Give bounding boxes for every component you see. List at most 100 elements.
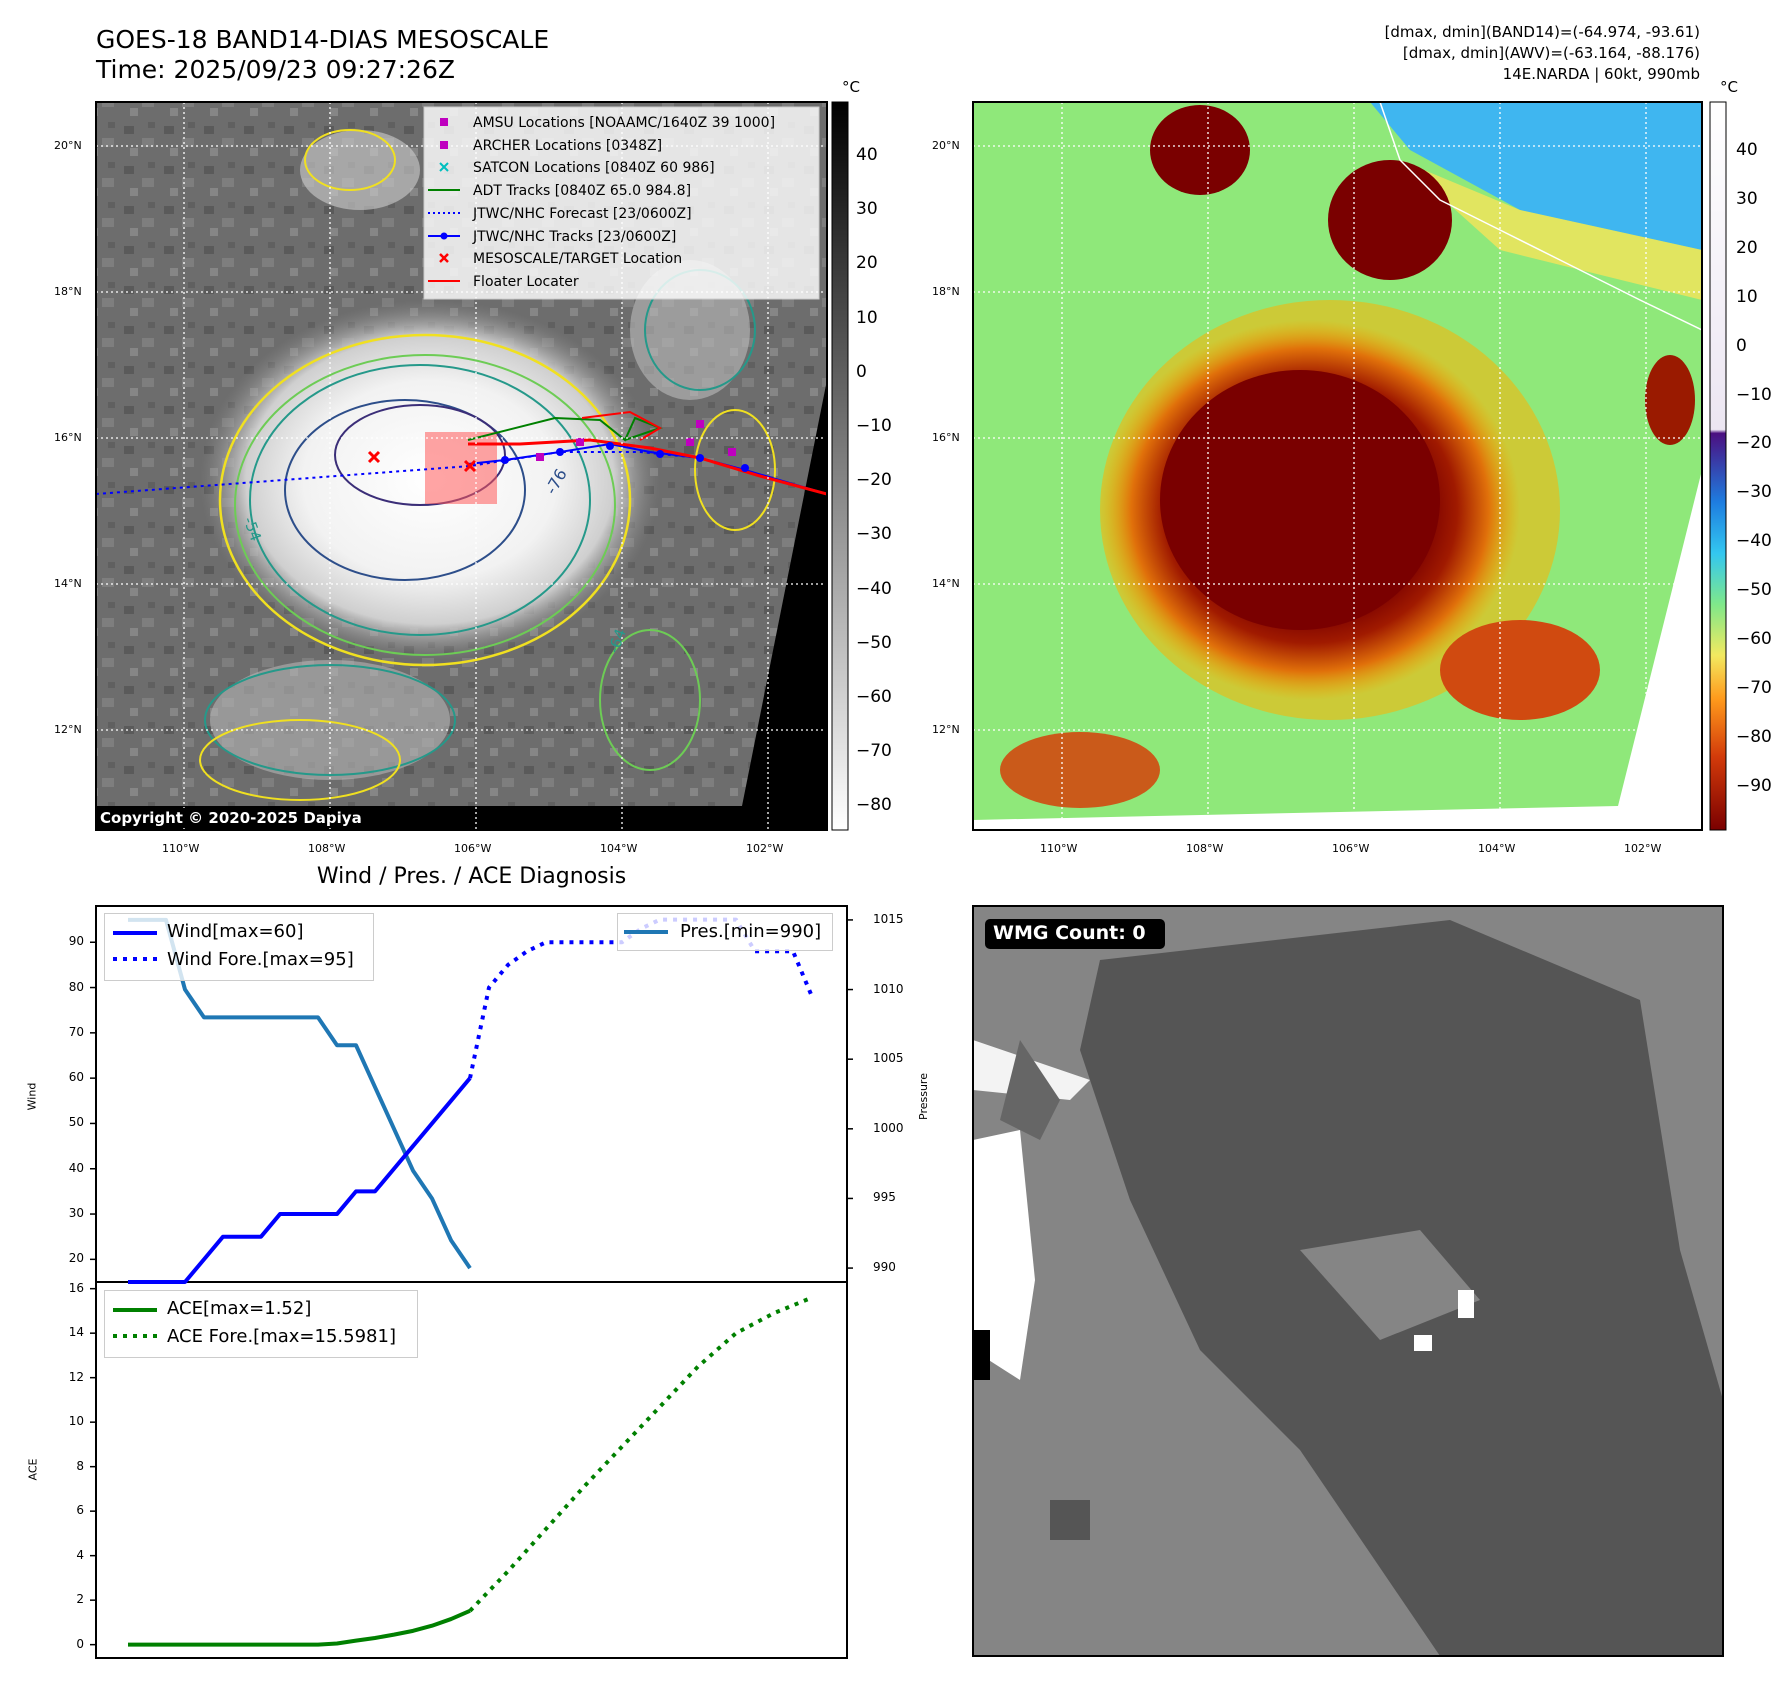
lon-label: 108°W <box>1186 842 1224 855</box>
awv-colorbar <box>1709 101 1727 831</box>
ace-forecast-line <box>468 1295 813 1613</box>
legend-forecast: JTWC/NHC Forecast [23/0600Z] <box>473 205 692 222</box>
lon-label: 108°W <box>308 842 346 855</box>
colorbar-tick-label: −90 <box>1736 775 1772 796</box>
colorbar-tick-label: −70 <box>856 741 892 762</box>
axis-tick-label: 8 <box>76 1458 84 1473</box>
ace-legend-swatches <box>113 1308 157 1338</box>
axis-tick-label: 10 <box>68 1414 84 1429</box>
axis-tick-label: 12 <box>68 1369 84 1384</box>
colorbar-tick-label: −80 <box>1736 726 1772 747</box>
axis-tick-label: 990 <box>873 1260 896 1275</box>
colorbar-tick-label: 0 <box>856 361 867 382</box>
axis-tick-label: 16 <box>68 1280 84 1295</box>
lat-label: 14°N <box>54 577 82 590</box>
axis-tick-label: 30 <box>68 1206 84 1221</box>
legend-tracks: JTWC/NHC Tracks [23/0600Z] <box>473 228 677 245</box>
colorbar-tick-label: −20 <box>1736 433 1772 454</box>
colorbar-tick-label: −30 <box>1736 482 1772 503</box>
colorbar-tick-label: 30 <box>856 199 878 220</box>
awv-map <box>973 102 1702 830</box>
axis-tick-label: 40 <box>68 1160 84 1175</box>
colorbar-tick-label: 40 <box>1736 140 1758 160</box>
info-band14: [dmax, dmin](BAND14)=(-64.974, -93.61) <box>1384 23 1700 41</box>
axis-tick-label: 6 <box>76 1503 84 1518</box>
colorbar-unit: °C <box>842 78 860 96</box>
lat-label: 20°N <box>54 139 82 152</box>
lon-label: 104°W <box>600 842 638 855</box>
legend-archer: ARCHER Locations [0348Z] <box>473 137 663 154</box>
figure-title: GOES-18 BAND14-DIAS MESOSCALE <box>96 25 550 54</box>
pressure-line <box>128 917 472 1270</box>
lon-label: 110°W <box>162 842 200 855</box>
info-storm: 14E.NARDA | 60kt, 990mb <box>1502 65 1700 83</box>
lat-label: 14°N <box>932 577 960 590</box>
wind-legend: Wind[max=60] Wind Fore.[max=95] <box>104 913 374 981</box>
lat-label: 16°N <box>54 431 82 444</box>
axis-tick-label: 20 <box>68 1251 84 1266</box>
axis-tick-label: 14 <box>68 1325 84 1340</box>
colorbar-unit: °C <box>1720 78 1738 96</box>
wmg-count-badge: WMG Count: 0 <box>993 922 1146 944</box>
axis-tick-label: 4 <box>76 1547 84 1562</box>
legend-wind: Wind[max=60] <box>167 921 304 942</box>
copyright-badge: Copyright © 2020-2025 Dapiya <box>95 808 367 828</box>
figure-time: Time: 2025/09/23 09:27:26Z <box>96 55 455 84</box>
map-legend-box <box>423 106 820 300</box>
wind-axis-label: Wind <box>25 1082 39 1111</box>
legend-wind-fore: Wind Fore.[max=95] <box>167 949 354 970</box>
legend-satcon: SATCON Locations [0840Z 60 986] <box>473 160 715 177</box>
lon-label: 102°W <box>746 842 784 855</box>
axis-tick-label: 1005 <box>873 1051 904 1066</box>
lon-label: 110°W <box>1040 842 1078 855</box>
ace-axes <box>95 1281 848 1659</box>
colorbar-tick-label: 20 <box>856 253 878 274</box>
lat-label: 12°N <box>54 723 82 736</box>
legend-amsu: AMSU Locations [NOAAMC/1640Z 39 1000] <box>473 115 776 131</box>
colorbar-tick-label: −60 <box>856 687 892 707</box>
colorbar-tick-label: −80 <box>856 795 892 816</box>
map-legend: AMSU Locations [NOAAMC/1640Z 39 1000] AR… <box>473 112 775 294</box>
colorbar-tick-label: −10 <box>856 416 892 436</box>
axis-tick-label: 1010 <box>873 981 904 996</box>
colorbar-tick-label: 30 <box>1736 188 1758 209</box>
legend-markers <box>428 118 460 282</box>
axis-tick-label: 995 <box>873 1190 896 1205</box>
pressure-legend: Pres.[min=990] <box>617 913 833 951</box>
axis-tick-label: 0 <box>76 1636 84 1651</box>
colorbar-tick-label: −70 <box>1736 677 1772 698</box>
lat-label: 18°N <box>932 285 960 298</box>
lon-label: 106°W <box>454 842 492 855</box>
wmg-panel <box>973 906 1723 1656</box>
axis-tick-label: 2 <box>76 1592 84 1607</box>
axis-tick-label: 1015 <box>873 911 904 926</box>
colorbar-tick-label: −50 <box>1736 580 1772 601</box>
colorbar-tick-label: 0 <box>1736 335 1747 356</box>
lat-label: 20°N <box>932 139 960 152</box>
ace-axis-label: ACE <box>26 1458 40 1481</box>
pressure-legend-swatch <box>624 930 668 934</box>
legend-floater: Floater Locater <box>473 273 579 290</box>
ace-legend: ACE[max=1.52] ACE Fore.[max=15.5981] <box>104 1290 418 1358</box>
colorbar-tick-label: 20 <box>1736 237 1758 258</box>
axis-tick-label: 80 <box>68 979 84 994</box>
legend-target: MESOSCALE/TARGET Location <box>473 251 683 268</box>
colorbar-tick-label: 40 <box>856 145 878 165</box>
wind-line <box>128 1076 472 1284</box>
info-awv: [dmax, dmin](AWV)=(-63.164, -88.176) <box>1402 44 1700 62</box>
ir-colorbar <box>831 101 849 831</box>
pressure-axis-label: Pressure <box>916 1073 930 1120</box>
axis-tick-label: 50 <box>68 1115 84 1130</box>
lon-label: 104°W <box>1478 842 1516 855</box>
legend-ace-fore: ACE Fore.[max=15.5981] <box>167 1326 396 1347</box>
axis-tick-label: 60 <box>68 1070 84 1085</box>
lat-label: 18°N <box>54 285 82 298</box>
legend-ace: ACE[max=1.52] <box>167 1298 312 1319</box>
colorbar-tick-label: −50 <box>856 632 892 653</box>
colorbar-tick-label: −60 <box>1736 629 1772 649</box>
lon-label: 106°W <box>1332 842 1370 855</box>
wind-legend-swatches <box>113 931 157 961</box>
lat-label: 12°N <box>932 723 960 736</box>
axis-tick-label: 70 <box>68 1024 84 1039</box>
